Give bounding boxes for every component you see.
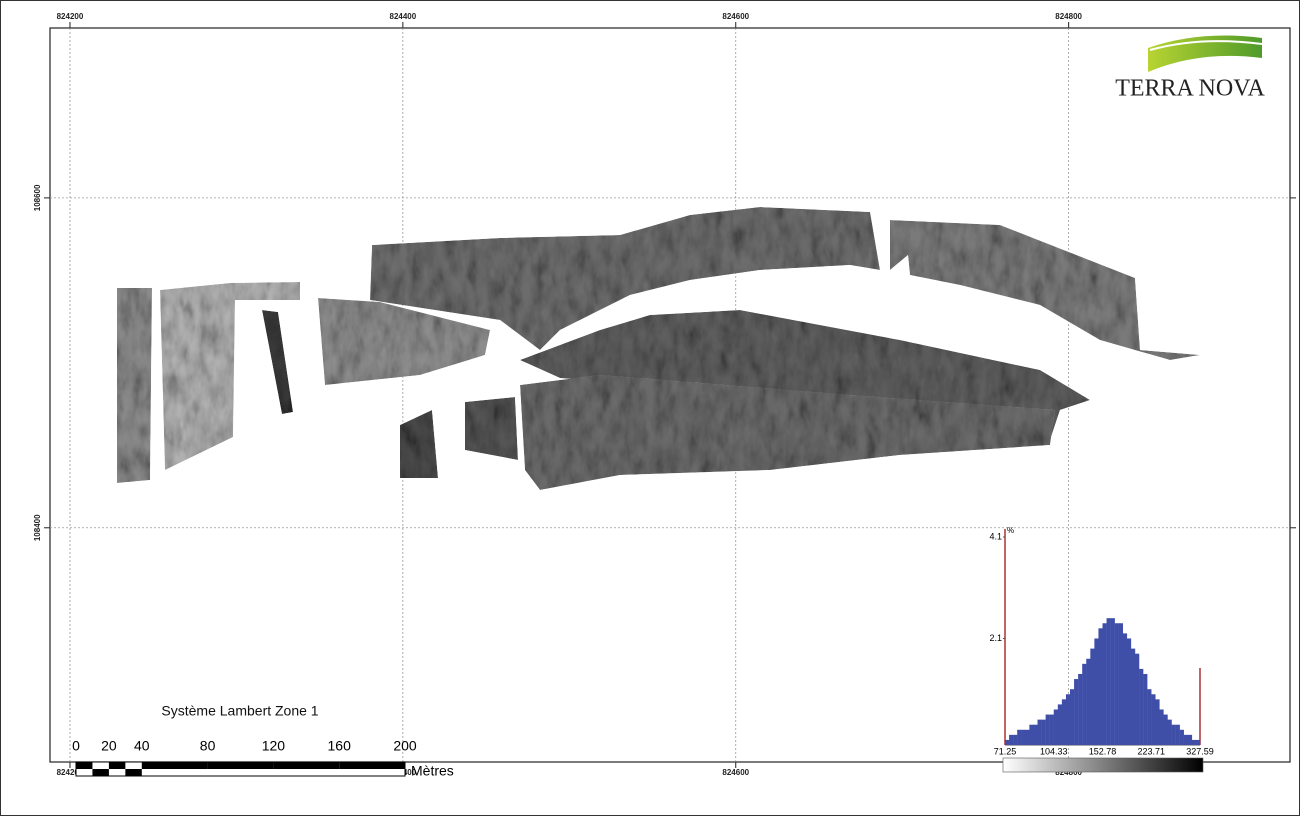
hist-bar bbox=[1176, 725, 1180, 745]
hist-bar bbox=[1184, 735, 1188, 745]
scale-label: 160 bbox=[328, 738, 352, 754]
hist-x-tick: 71.25 bbox=[994, 746, 1017, 756]
y-tick-label: 108600 bbox=[33, 184, 42, 211]
color-ramp bbox=[1003, 758, 1203, 772]
scale-label: 20 bbox=[101, 738, 117, 754]
hist-y-tick: 4.1 bbox=[989, 531, 1002, 541]
hist-bar bbox=[1005, 740, 1009, 745]
hist-bar bbox=[1155, 699, 1159, 745]
hist-bar bbox=[1180, 730, 1184, 745]
hist-bar bbox=[1159, 709, 1163, 745]
logo-text: TERRA NOVA bbox=[1115, 76, 1265, 102]
hist-bar bbox=[1013, 735, 1017, 745]
y-tick-label: 108400 bbox=[33, 514, 42, 541]
survey-block bbox=[117, 288, 152, 483]
hist-bar bbox=[1042, 720, 1046, 745]
hist-bar bbox=[1094, 638, 1098, 745]
hist-bar bbox=[1025, 730, 1029, 745]
hist-y-tick: 2.1 bbox=[989, 633, 1002, 643]
hist-x-tick: 152.78 bbox=[1089, 746, 1117, 756]
x-tick-label: 824200 bbox=[57, 12, 84, 21]
hist-bar bbox=[1017, 730, 1021, 745]
scale-label: 200 bbox=[393, 738, 417, 754]
hist-bar bbox=[1168, 720, 1172, 745]
scale-block bbox=[339, 762, 405, 769]
map-page: 8242008242008244008244008246008246008248… bbox=[0, 0, 1300, 816]
hist-bar bbox=[1103, 623, 1107, 745]
hist-bar bbox=[1151, 694, 1155, 745]
hist-bar bbox=[1090, 649, 1094, 745]
scale-label: 120 bbox=[262, 738, 286, 754]
hist-bar bbox=[1046, 715, 1050, 745]
x-tick-label: 824600 bbox=[722, 768, 749, 777]
scale-block bbox=[109, 762, 125, 769]
projection-label: Système Lambert Zone 1 bbox=[161, 703, 318, 719]
hist-bar bbox=[1062, 699, 1066, 745]
hist-bar bbox=[1098, 628, 1102, 745]
hist-bar bbox=[1054, 709, 1058, 745]
scale-block bbox=[142, 762, 208, 769]
hist-bar bbox=[1139, 669, 1143, 745]
x-tick-label: 824600 bbox=[722, 12, 749, 21]
hist-bar bbox=[1070, 689, 1074, 745]
hist-bar bbox=[1127, 638, 1131, 745]
hist-x-tick: 223.71 bbox=[1137, 746, 1165, 756]
hist-bar bbox=[1188, 735, 1192, 745]
hist-bar bbox=[1082, 664, 1086, 745]
hist-bar bbox=[1021, 730, 1025, 745]
hist-bar bbox=[1172, 725, 1176, 745]
scale-block bbox=[273, 762, 339, 769]
hist-bar bbox=[1066, 694, 1070, 745]
hist-bar bbox=[1078, 674, 1082, 745]
scale-block bbox=[76, 762, 92, 769]
x-tick-label: 824800 bbox=[1055, 12, 1082, 21]
hist-bar bbox=[1107, 618, 1111, 745]
scale-block bbox=[92, 769, 108, 776]
hist-bar bbox=[1115, 623, 1119, 745]
scale-label: 0 bbox=[72, 738, 80, 754]
hist-bar bbox=[1033, 725, 1037, 745]
hist-y-label: % bbox=[1007, 526, 1014, 535]
hist-bar bbox=[1123, 633, 1127, 745]
hist-bar bbox=[1131, 649, 1135, 745]
hist-bar bbox=[1009, 735, 1013, 745]
hist-bar bbox=[1029, 725, 1033, 745]
scale-block bbox=[208, 762, 274, 769]
hist-bar bbox=[1038, 720, 1042, 745]
hist-bar bbox=[1163, 715, 1167, 745]
hist-bar bbox=[1192, 740, 1196, 745]
hist-bar bbox=[1074, 679, 1078, 745]
hist-x-tick: 104.33 bbox=[1040, 746, 1068, 756]
hist-bar bbox=[1119, 623, 1123, 745]
hist-bar bbox=[1143, 674, 1147, 745]
x-tick-label: 824400 bbox=[390, 12, 417, 21]
scale-block bbox=[125, 769, 141, 776]
scale-label: 80 bbox=[200, 738, 216, 754]
hist-bar bbox=[1135, 654, 1139, 745]
hist-bar bbox=[1196, 740, 1200, 745]
survey-block bbox=[465, 397, 518, 460]
hist-bar bbox=[1050, 715, 1054, 745]
hist-bar bbox=[1058, 704, 1062, 745]
scale-label: 40 bbox=[134, 738, 150, 754]
hist-bar bbox=[1147, 689, 1151, 745]
hist-x-tick: 327.59 bbox=[1186, 746, 1214, 756]
scale-unit: Mètres bbox=[411, 763, 454, 779]
hist-bar bbox=[1086, 659, 1090, 745]
hist-bar bbox=[1111, 618, 1115, 745]
